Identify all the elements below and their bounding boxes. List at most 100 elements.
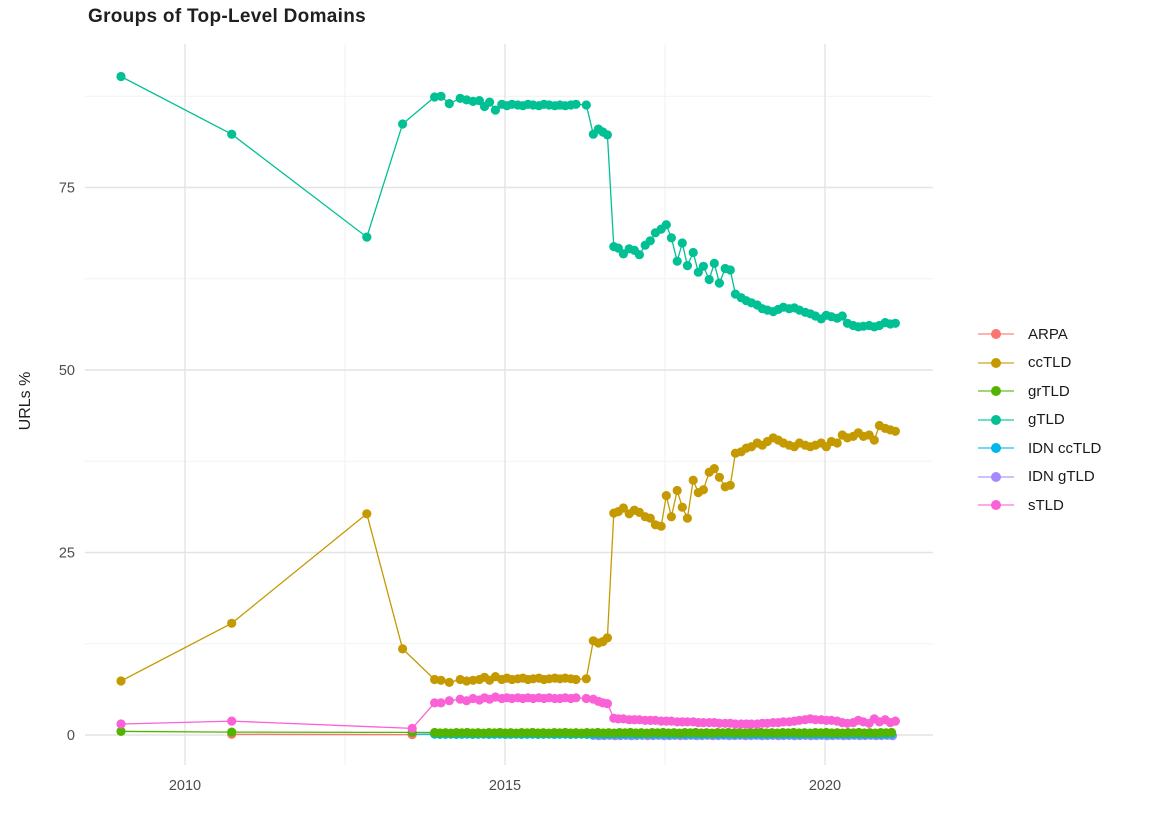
legend: ARPA ccTLD grTLD gTLD IDN ccTLD IDN gTLD sTLD (978, 320, 1101, 520)
data-point (571, 674, 581, 685)
data-point (618, 503, 629, 513)
data-point (602, 633, 613, 643)
legend-label: ccTLD (1028, 354, 1072, 372)
series-grtld (116, 726, 897, 738)
data-point (890, 716, 901, 726)
data-point (407, 723, 417, 734)
y-tick-label: 25 (59, 546, 75, 562)
data-point (227, 129, 237, 139)
series-line (120, 75, 896, 328)
data-point (116, 726, 126, 737)
legend-dot-icon (991, 386, 1001, 397)
data-point (436, 698, 446, 708)
series-stld (116, 692, 901, 734)
legend-dot-icon (991, 329, 1001, 340)
data-point (571, 693, 581, 703)
legend-dot-icon (991, 500, 1001, 511)
data-point (444, 696, 454, 706)
data-point (485, 97, 495, 107)
data-point (725, 265, 735, 275)
legend-item-stld: sTLD (978, 491, 1101, 520)
data-point (645, 236, 655, 246)
data-point (698, 485, 709, 495)
legend-dot-icon (991, 357, 1001, 368)
data-point (227, 716, 237, 726)
legend-label: gTLD (1028, 411, 1065, 429)
data-point (661, 491, 671, 501)
data-point (116, 719, 126, 729)
data-point (709, 464, 719, 474)
legend-key-icon (978, 413, 1014, 427)
data-point (869, 435, 879, 445)
legend-item-grtld: grTLD (978, 377, 1101, 406)
legend-item-gtld: gTLD (978, 406, 1101, 435)
data-point (714, 278, 725, 288)
series-gtld (116, 71, 901, 332)
legend-key-icon (978, 356, 1014, 370)
data-point (890, 318, 901, 328)
x-tick-label: 2010 (169, 778, 201, 794)
data-point (688, 247, 698, 258)
y-tick-label: 0 (67, 728, 75, 744)
data-point (602, 130, 613, 140)
data-point (887, 727, 897, 738)
data-point (398, 119, 408, 129)
y-tick-label: 50 (59, 363, 75, 379)
data-point (398, 644, 408, 654)
legend-key-icon (978, 384, 1014, 398)
data-point (677, 502, 687, 512)
data-point (571, 99, 581, 109)
data-point (430, 698, 440, 708)
x-tick-label: 2015 (489, 778, 521, 794)
legend-item-cctld: ccTLD (978, 349, 1101, 378)
chart-title: Groups of Top-Level Domains (88, 6, 366, 27)
legend-label: IDN gTLD (1028, 468, 1095, 486)
data-point (362, 232, 372, 242)
legend-key-icon (978, 441, 1014, 455)
data-point (436, 675, 446, 685)
data-point (581, 674, 591, 684)
data-point (698, 261, 709, 271)
x-tick-label: 2020 (809, 778, 841, 794)
data-point (725, 480, 735, 490)
data-point (581, 693, 591, 704)
legend-item-arpa: ARPA (978, 320, 1101, 349)
data-point (116, 676, 126, 686)
data-point (666, 512, 677, 522)
data-point (709, 258, 719, 268)
data-point (682, 513, 693, 523)
legend-key-icon (978, 327, 1014, 341)
legend-dot-icon (991, 471, 1001, 482)
data-point (704, 274, 714, 285)
legend-key-icon (978, 498, 1014, 512)
data-point (444, 99, 454, 109)
legend-label: ARPA (1028, 325, 1068, 343)
data-point (688, 475, 698, 485)
data-point (677, 238, 687, 248)
data-point (444, 677, 454, 688)
legend-label: sTLD (1028, 496, 1064, 514)
data-point (436, 91, 446, 101)
data-point (661, 220, 671, 230)
data-point (116, 71, 126, 82)
legend-item-idn-cctld: IDN ccTLD (978, 434, 1101, 463)
data-point (672, 256, 682, 266)
data-point (656, 521, 666, 531)
legend-label: IDN ccTLD (1028, 439, 1102, 457)
data-point (227, 727, 237, 737)
legend-label: grTLD (1028, 382, 1070, 400)
series-cctld (116, 420, 901, 688)
data-point (837, 311, 847, 321)
data-point (490, 105, 500, 115)
legend-item-idn-gtld: IDN gTLD (978, 463, 1101, 492)
y-tick-label: 75 (59, 181, 75, 197)
data-point (890, 426, 901, 436)
data-point (672, 485, 682, 496)
data-point (634, 250, 645, 260)
data-point (645, 513, 655, 523)
data-point (581, 100, 591, 110)
data-point (602, 699, 613, 709)
legend-dot-icon (991, 443, 1001, 454)
data-point (682, 261, 693, 271)
